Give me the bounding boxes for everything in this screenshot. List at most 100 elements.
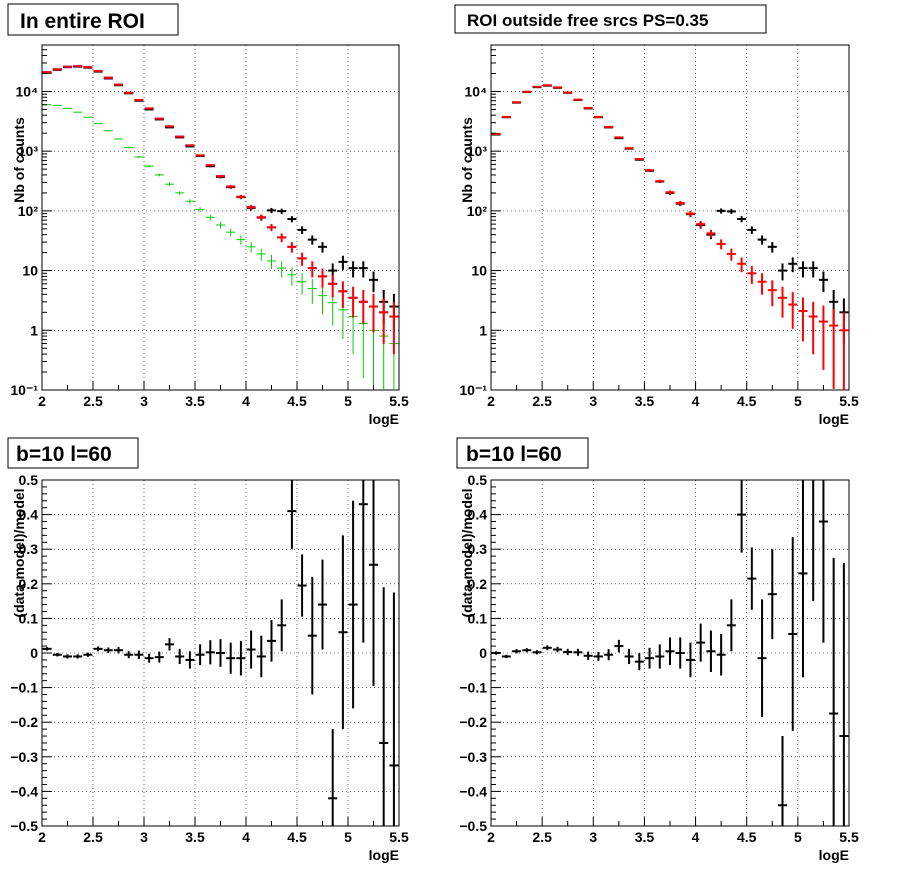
residual-point — [114, 647, 123, 654]
x-tick-label: 5.5 — [839, 393, 859, 409]
data-marks — [491, 480, 849, 826]
residual-point — [175, 648, 185, 665]
y-tick-label: 0.3 — [19, 541, 39, 557]
y-tick-label: 0.5 — [19, 472, 39, 488]
residual-point — [93, 646, 103, 652]
y-tick-label: 0.5 — [468, 472, 488, 488]
model-point — [522, 90, 532, 93]
model-point-red — [185, 144, 195, 147]
x-axis-label: logE — [819, 411, 849, 427]
data-point — [338, 255, 348, 270]
y-tick-label: 10⁻¹ — [10, 382, 38, 398]
component-point — [175, 191, 185, 195]
y-tick-label: −0.4 — [459, 783, 487, 799]
residual-point — [593, 651, 603, 661]
data-point — [297, 226, 307, 234]
residual-point — [726, 599, 736, 652]
residual-point — [522, 648, 532, 653]
component-point — [154, 173, 164, 177]
model-point — [583, 106, 593, 109]
x-tick-label: 2.5 — [83, 393, 103, 409]
x-tick-label: 2 — [487, 829, 495, 845]
component-point — [226, 228, 236, 237]
data-point — [369, 271, 378, 293]
x-tick-label: 5 — [344, 393, 352, 409]
y-tick-label: 1 — [479, 322, 487, 338]
y-tick-label: 10 — [22, 263, 38, 279]
title-box — [456, 437, 589, 469]
x-tick-label: 4.5 — [287, 829, 307, 845]
residual-point — [328, 729, 338, 826]
residual-point — [624, 648, 634, 665]
model-point-red — [389, 301, 399, 355]
model-point — [665, 190, 675, 195]
x-tick-label: 4.5 — [287, 393, 307, 409]
residual-point — [103, 647, 113, 653]
x-tick-label: 4 — [242, 393, 250, 409]
x-tick-label: 5.5 — [389, 829, 409, 845]
model-point — [645, 169, 655, 172]
x-axis-label: logE — [369, 847, 399, 863]
data-point — [726, 208, 736, 215]
model-point-red — [134, 98, 144, 101]
data-point — [287, 216, 297, 223]
y-tick-label: 0.1 — [468, 610, 488, 626]
component-point — [185, 199, 195, 204]
model-point — [706, 229, 716, 238]
model-point — [563, 91, 573, 94]
data-point — [747, 226, 757, 234]
residual-point — [63, 654, 72, 659]
residual-point — [829, 557, 839, 826]
component-point — [318, 284, 327, 315]
component-point — [165, 182, 174, 186]
data-marks — [42, 480, 399, 826]
model-point-red — [267, 224, 276, 232]
y-tick-label: −0.2 — [459, 714, 487, 730]
residual-point — [788, 537, 798, 731]
residual-point — [256, 635, 266, 678]
model-point-red — [348, 286, 358, 318]
residual-point — [583, 651, 593, 660]
residual-point — [369, 480, 378, 686]
model-point-red — [307, 261, 317, 278]
residual-point — [287, 480, 297, 550]
axis-ticks: 2 2.5 3 3.5 4 4.5 5 5.5 −0.5 −0.4 −0.3 −0.2 −0.1 0 0.1… — [459, 472, 859, 845]
residual-point — [655, 644, 665, 669]
y-axis-label: (data-model)/model — [459, 488, 475, 617]
x-tick-label: 3.5 — [185, 393, 205, 409]
component-point — [144, 165, 154, 168]
residual-point — [685, 642, 695, 678]
y-tick-label: −0.2 — [10, 714, 38, 730]
residual-point — [185, 651, 195, 669]
data-point — [307, 235, 317, 245]
model-point — [634, 157, 644, 160]
y-tick-label: 0.4 — [19, 507, 39, 523]
residual-point — [542, 645, 552, 651]
model-point-red — [277, 233, 287, 243]
component-point — [63, 107, 72, 109]
x-tick-label: 5.5 — [389, 393, 409, 409]
x-tick-label: 3 — [589, 829, 597, 845]
y-tick-label: −0.1 — [10, 680, 38, 696]
y-tick-label: 0.2 — [468, 576, 488, 592]
model-point-red — [216, 174, 225, 178]
x-tick-label: 2.5 — [532, 393, 552, 409]
residual-point — [236, 640, 246, 676]
model-point — [726, 248, 736, 261]
model-point — [829, 308, 839, 389]
component-point — [256, 248, 266, 261]
model-point — [491, 132, 501, 135]
x-tick-label: 3 — [589, 393, 597, 409]
residual-point — [144, 653, 154, 663]
data-marks — [491, 84, 849, 390]
y-axis-label: (data-model)/model — [11, 488, 27, 617]
y-tick-label: −0.4 — [10, 783, 38, 799]
title-box — [454, 4, 767, 34]
panel-residuals-right: 2 2.5 3 3.5 4 4.5 5 5.5 −0.5 −0.4 −0.3 −0.2 −0.1 0 0.1… — [456, 437, 859, 863]
data-point — [318, 242, 327, 253]
data-point — [788, 257, 798, 273]
model-point — [593, 115, 603, 118]
y-tick-label: 0 — [30, 645, 38, 661]
model-point — [604, 125, 614, 128]
plot-frame — [490, 44, 850, 391]
